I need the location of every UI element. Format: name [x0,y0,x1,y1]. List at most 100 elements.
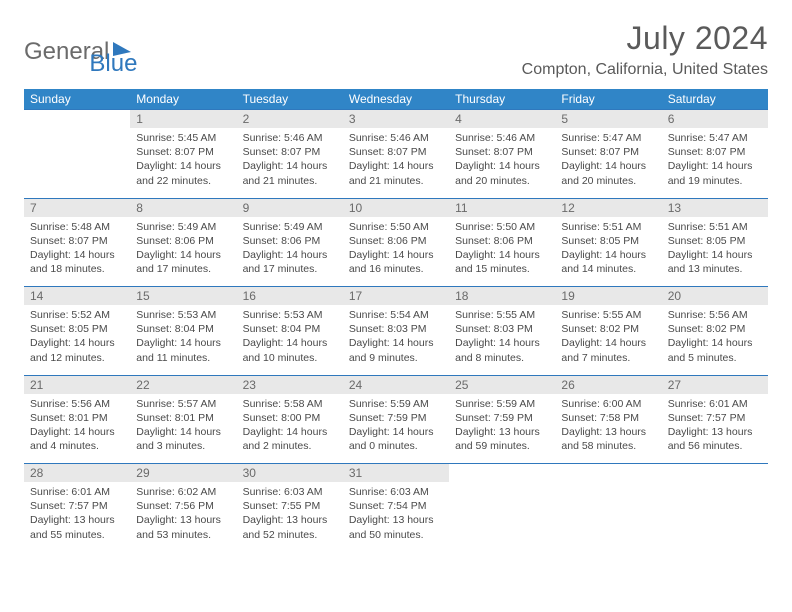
day-detail-line: Sunset: 7:58 PM [561,411,655,425]
day-detail-line: Sunrise: 6:02 AM [136,485,230,499]
day-detail-line: Daylight: 14 hours [30,248,124,262]
day-content-cell: Sunrise: 5:51 AMSunset: 8:05 PMDaylight:… [662,217,768,287]
day-detail-line: Sunset: 8:01 PM [30,411,124,425]
day-detail-line: and 22 minutes. [136,174,230,188]
day-content-cell: Sunrise: 5:52 AMSunset: 8:05 PMDaylight:… [24,305,130,375]
day-number-cell: 9 [237,198,343,217]
day-detail-line: Daylight: 14 hours [243,336,337,350]
day-content-cell: Sunrise: 5:55 AMSunset: 8:02 PMDaylight:… [555,305,661,375]
day-content-cell: Sunrise: 5:53 AMSunset: 8:04 PMDaylight:… [130,305,236,375]
day-detail-line: Sunset: 7:57 PM [668,411,762,425]
day-detail-line: Daylight: 14 hours [136,248,230,262]
day-detail-line: Daylight: 14 hours [243,248,337,262]
day-detail-line: Sunrise: 6:00 AM [561,397,655,411]
day-detail-line: Sunrise: 5:51 AM [668,220,762,234]
day-number-cell: 4 [449,110,555,129]
weekday-header: Saturday [662,89,768,110]
day-content-row: Sunrise: 5:48 AMSunset: 8:07 PMDaylight:… [24,217,768,287]
day-detail-line: Sunrise: 5:59 AM [349,397,443,411]
day-number-cell: 26 [555,375,661,394]
day-detail-line: Sunset: 7:57 PM [30,499,124,513]
day-number-cell: 19 [555,287,661,306]
day-detail-line: Daylight: 14 hours [349,248,443,262]
day-detail-line: Sunrise: 5:53 AM [136,308,230,322]
day-detail-line: Daylight: 14 hours [561,248,655,262]
day-content-row: Sunrise: 5:45 AMSunset: 8:07 PMDaylight:… [24,128,768,198]
day-detail-line: Sunset: 8:06 PM [243,234,337,248]
day-number-cell: 5 [555,110,661,129]
day-detail-line: Daylight: 13 hours [243,513,337,527]
day-number-cell: 23 [237,375,343,394]
weekday-header: Friday [555,89,661,110]
day-content-cell: Sunrise: 5:50 AMSunset: 8:06 PMDaylight:… [449,217,555,287]
day-detail-line: Sunrise: 5:57 AM [136,397,230,411]
day-number-cell: 29 [130,464,236,483]
day-detail-line: Sunset: 8:07 PM [136,145,230,159]
day-detail-line: Daylight: 14 hours [668,159,762,173]
day-detail-line: and 58 minutes. [561,439,655,453]
day-detail-line: Daylight: 14 hours [455,248,549,262]
day-detail-line: Daylight: 14 hours [243,425,337,439]
day-detail-line: and 56 minutes. [668,439,762,453]
day-content-cell: Sunrise: 5:46 AMSunset: 8:07 PMDaylight:… [343,128,449,198]
day-detail-line: and 13 minutes. [668,262,762,276]
day-content-cell [555,482,661,552]
day-detail-line: Sunrise: 5:48 AM [30,220,124,234]
day-detail-line: Sunrise: 5:56 AM [30,397,124,411]
day-detail-line: Sunset: 8:07 PM [349,145,443,159]
day-number-row: 123456 [24,110,768,129]
weekday-header-row: Sunday Monday Tuesday Wednesday Thursday… [24,89,768,110]
day-detail-line: Daylight: 13 hours [561,425,655,439]
day-content-cell: Sunrise: 6:01 AMSunset: 7:57 PMDaylight:… [24,482,130,552]
day-number-cell: 24 [343,375,449,394]
day-detail-line: Daylight: 13 hours [30,513,124,527]
day-detail-line: Sunrise: 5:51 AM [561,220,655,234]
day-number-cell [24,110,130,129]
day-detail-line: and 18 minutes. [30,262,124,276]
day-detail-line: and 17 minutes. [136,262,230,276]
day-detail-line: Sunrise: 6:03 AM [349,485,443,499]
day-content-cell: Sunrise: 5:46 AMSunset: 8:07 PMDaylight:… [237,128,343,198]
weekday-header: Wednesday [343,89,449,110]
day-number-cell: 7 [24,198,130,217]
day-detail-line: and 7 minutes. [561,351,655,365]
day-detail-line: Daylight: 14 hours [668,336,762,350]
day-content-cell: Sunrise: 5:48 AMSunset: 8:07 PMDaylight:… [24,217,130,287]
day-detail-line: Daylight: 14 hours [349,159,443,173]
day-detail-line: Sunset: 8:07 PM [30,234,124,248]
day-detail-line: Sunrise: 5:55 AM [455,308,549,322]
day-content-cell: Sunrise: 5:56 AMSunset: 8:02 PMDaylight:… [662,305,768,375]
day-detail-line: Daylight: 14 hours [455,159,549,173]
day-detail-line: Sunrise: 5:58 AM [243,397,337,411]
day-detail-line: Sunset: 8:03 PM [349,322,443,336]
day-detail-line: and 2 minutes. [243,439,337,453]
day-detail-line: Sunset: 7:54 PM [349,499,443,513]
day-number-cell: 15 [130,287,236,306]
day-detail-line: and 0 minutes. [349,439,443,453]
day-detail-line: and 8 minutes. [455,351,549,365]
day-detail-line: Daylight: 14 hours [561,336,655,350]
day-content-cell: Sunrise: 5:56 AMSunset: 8:01 PMDaylight:… [24,394,130,464]
day-detail-line: and 21 minutes. [349,174,443,188]
day-number-cell: 16 [237,287,343,306]
day-number-cell: 20 [662,287,768,306]
day-content-cell: Sunrise: 6:02 AMSunset: 7:56 PMDaylight:… [130,482,236,552]
day-detail-line: Sunrise: 5:50 AM [349,220,443,234]
day-content-cell: Sunrise: 6:01 AMSunset: 7:57 PMDaylight:… [662,394,768,464]
day-detail-line: Sunset: 8:04 PM [136,322,230,336]
day-detail-line: Sunset: 8:05 PM [668,234,762,248]
day-detail-line: Sunrise: 5:49 AM [243,220,337,234]
day-number-cell: 6 [662,110,768,129]
day-detail-line: and 21 minutes. [243,174,337,188]
day-detail-line: Sunrise: 5:56 AM [668,308,762,322]
day-detail-line: and 50 minutes. [349,528,443,542]
day-detail-line: Daylight: 14 hours [136,336,230,350]
day-detail-line: Sunset: 7:55 PM [243,499,337,513]
day-detail-line: Sunrise: 5:46 AM [455,131,549,145]
day-detail-line: and 11 minutes. [136,351,230,365]
day-detail-line: and 17 minutes. [243,262,337,276]
day-content-cell: Sunrise: 5:53 AMSunset: 8:04 PMDaylight:… [237,305,343,375]
day-content-cell: Sunrise: 5:46 AMSunset: 8:07 PMDaylight:… [449,128,555,198]
day-content-cell: Sunrise: 5:51 AMSunset: 8:05 PMDaylight:… [555,217,661,287]
day-detail-line: Sunrise: 5:49 AM [136,220,230,234]
